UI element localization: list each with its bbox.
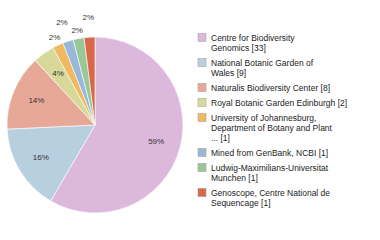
pie-slice — [84, 37, 95, 125]
data-label: 59% — [148, 137, 164, 146]
legend-swatch — [198, 84, 206, 92]
data-label: 2% — [56, 18, 68, 27]
data-label: 2% — [49, 33, 61, 42]
data-label: 2% — [83, 13, 95, 22]
legend-item: Centre for BiodiversityGenomics [33] — [198, 33, 295, 53]
legend-item: Ludwig-Maximilians-UniversitatMunchen [1… — [198, 163, 329, 183]
legend-label-line: Naturalis Biodiversity Center [8] — [211, 83, 330, 93]
legend-swatch — [198, 99, 206, 107]
legend-swatch — [198, 149, 206, 157]
legend-label-line: National Botanic Garden of — [211, 58, 314, 68]
legend-item: Mined from GenBank, NCBI [1] — [198, 148, 328, 158]
data-label: 2% — [71, 26, 83, 35]
legend-label-line: Sequencage [1] — [211, 198, 271, 208]
legend-label-line: Department of Botany and Plant — [211, 123, 333, 133]
legend-item: Naturalis Biodiversity Center [8] — [198, 83, 330, 93]
legend-label-line: Royal Botanic Garden Edinburgh [2] — [211, 98, 347, 108]
legend-item: University of Johannesburg,Department of… — [198, 113, 333, 143]
legend-swatch — [198, 59, 206, 67]
pie-slice — [73, 38, 95, 125]
legend-label-line: University of Johannesburg, — [211, 113, 316, 123]
legend-label: Royal Botanic Garden Edinburgh [2] — [211, 98, 347, 108]
legend-swatch — [198, 34, 206, 42]
data-label: 4% — [52, 69, 64, 78]
legend-label-line: Mined from GenBank, NCBI [1] — [211, 148, 328, 158]
legend-item: Genoscope, Centre National deSequencage … — [198, 188, 330, 208]
legend-label: Naturalis Biodiversity Center [8] — [211, 83, 330, 93]
pie-slice — [7, 125, 95, 201]
legend-swatch — [198, 164, 206, 172]
data-labels: 59%16%14%4%2%2%2%2% — [28, 13, 164, 163]
legend-label-line: Ludwig-Maximilians-Universitat — [211, 163, 329, 173]
pie — [7, 37, 183, 213]
legend-label: Ludwig-Maximilians-UniversitatMunchen [1… — [211, 163, 329, 183]
legend-label: Mined from GenBank, NCBI [1] — [211, 148, 328, 158]
legend-label-line: Genomics [33] — [211, 43, 266, 53]
chart: 59%16%14%4%2%2%2%2%Centre for Biodiversi… — [0, 0, 380, 240]
legend-label: University of Johannesburg,Department of… — [211, 113, 333, 143]
legend: Centre for BiodiversityGenomics [33] Nati… — [198, 33, 347, 208]
legend-label: National Botanic Garden ofWales [9] — [211, 58, 314, 78]
legend-label-line: ... [1] — [211, 133, 230, 143]
legend-swatch — [198, 114, 206, 122]
legend-label-line: Munchen [1] — [211, 173, 258, 183]
legend-item: National Botanic Garden ofWales [9] — [198, 58, 314, 78]
legend-label: Genoscope, Centre National deSequencage … — [211, 188, 330, 208]
legend-label: Centre for BiodiversityGenomics [33] — [211, 33, 295, 53]
legend-swatch — [198, 189, 206, 197]
legend-label-line: Centre for Biodiversity — [211, 33, 295, 43]
legend-label-line: Genoscope, Centre National de — [211, 188, 330, 198]
legend-label-line: Wales [9] — [211, 68, 246, 78]
legend-item: Royal Botanic Garden Edinburgh [2] — [198, 98, 347, 108]
data-label: 14% — [28, 96, 44, 105]
data-label: 16% — [33, 153, 49, 162]
